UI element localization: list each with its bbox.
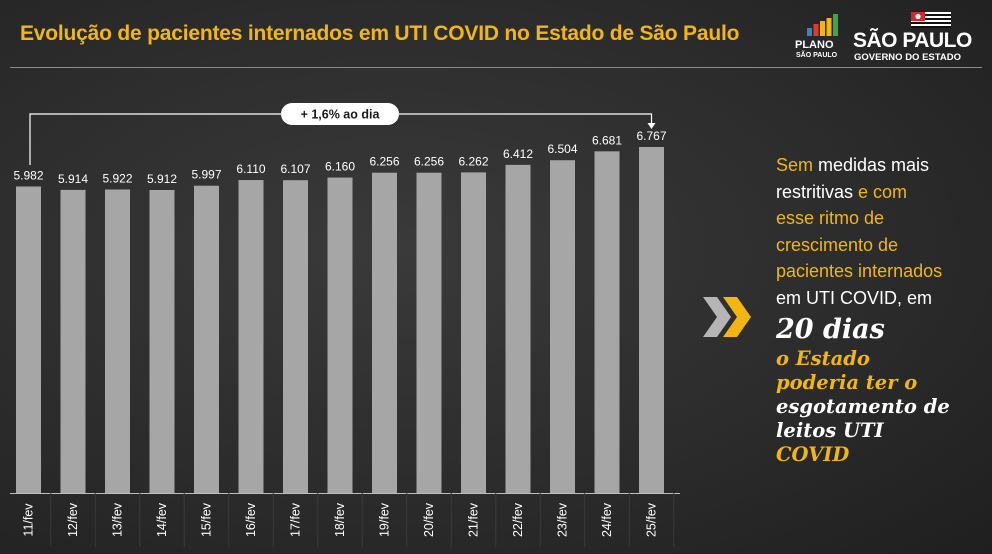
x-tick-label: 19/fev	[378, 502, 392, 537]
projection-text: Sem medidas mais restritivas e com esse …	[776, 152, 981, 467]
bar	[149, 190, 175, 493]
governo-logo-subtext: GOVERNO DO ESTADO	[854, 52, 961, 63]
bar	[461, 172, 486, 494]
side-text-restritivas: restritivas	[776, 181, 854, 202]
side-text-em1: o Estado	[776, 347, 870, 370]
x-tick-label: 13/fev	[111, 502, 125, 537]
header-divider	[10, 67, 982, 68]
bar	[238, 180, 264, 493]
bar	[372, 172, 397, 494]
sao-paulo-flag-icon	[911, 12, 951, 28]
bar	[594, 151, 620, 494]
x-tick-label: 24/fev	[600, 502, 614, 537]
data-label: 5.912	[147, 172, 177, 186]
bar-chart-logo-icon	[807, 14, 838, 36]
data-label: 6.107	[280, 162, 310, 176]
x-tick-label: 20/fev	[422, 502, 436, 537]
bar	[16, 186, 41, 493]
data-label: 6.256	[369, 155, 399, 169]
x-tick-label: 11/fev	[22, 503, 36, 537]
side-text-line3: esse ritmo de	[776, 208, 885, 228]
plano-sao-paulo-logo: PLANO SÃO PAULO	[795, 14, 839, 60]
x-tick-label: 16/fev	[244, 502, 258, 537]
side-text-em4: leitos UTI	[776, 419, 884, 442]
side-text-20-dias: 20 dias	[776, 314, 885, 345]
x-tick-label: 23/fev	[556, 502, 570, 537]
side-text-em3: esgotamento de	[776, 395, 950, 418]
x-tick-label: 17/fev	[289, 502, 303, 537]
data-label: 5.982	[13, 168, 43, 182]
arrow-down-icon	[647, 123, 656, 129]
side-text-line1: medidas mais	[813, 155, 930, 175]
side-text-sem: Sem	[776, 155, 814, 175]
data-label: 5.997	[191, 168, 221, 182]
bar	[283, 180, 308, 493]
data-label: 6.412	[503, 147, 533, 161]
bar	[60, 189, 86, 493]
x-tick-label: 14/fev	[155, 502, 169, 537]
x-tick-label: 15/fev	[200, 502, 214, 537]
page-title: Evolução de pacientes internados em UTI …	[20, 22, 740, 45]
sao-paulo-logo-name: SÃO PAULO	[853, 29, 972, 52]
plano-logo-subtext: SÃO PAULO	[796, 52, 838, 59]
side-text-line2: e com	[853, 181, 908, 202]
x-tick-label: 18/fev	[333, 502, 347, 537]
bar	[505, 164, 531, 493]
data-label: 6.256	[414, 155, 444, 169]
growth-annotation: + 1,6% ao dia	[301, 108, 381, 122]
side-text-line4: crescimento de	[776, 234, 899, 255]
governo-sao-paulo-logo: SÃO PAULO GOVERNO DO ESTADO	[853, 12, 979, 63]
data-label: 6.160	[325, 160, 355, 174]
bar	[194, 185, 219, 493]
data-label: 6.681	[592, 133, 622, 147]
data-label: 6.110	[236, 162, 265, 176]
data-label: 6.504	[547, 142, 577, 156]
x-tick-label: 25/fev	[645, 502, 659, 537]
growth-annotation-pill	[281, 103, 399, 125]
side-text-line5: pacientes internados	[776, 261, 943, 281]
chevron-right-arrow-icon	[703, 297, 751, 337]
plano-logo-text: PLANO	[795, 39, 834, 51]
bar	[105, 189, 130, 493]
data-label: 5.914	[58, 172, 88, 186]
side-text-em2: poderia ter o	[776, 371, 918, 394]
data-label: 5.922	[102, 171, 132, 185]
data-label: 6.262	[458, 154, 488, 168]
x-tick-label: 21/fev	[467, 502, 481, 537]
bar	[327, 177, 353, 494]
x-tick-label: 12/fev	[66, 502, 80, 537]
side-text-line6: em UTI COVID, em	[776, 287, 933, 308]
bar	[550, 160, 575, 493]
data-label: 6.767	[636, 129, 666, 143]
bar	[416, 172, 442, 494]
bar	[639, 147, 664, 493]
side-text-em5: COVID	[776, 443, 850, 466]
x-tick-label: 22/fev	[511, 502, 525, 537]
